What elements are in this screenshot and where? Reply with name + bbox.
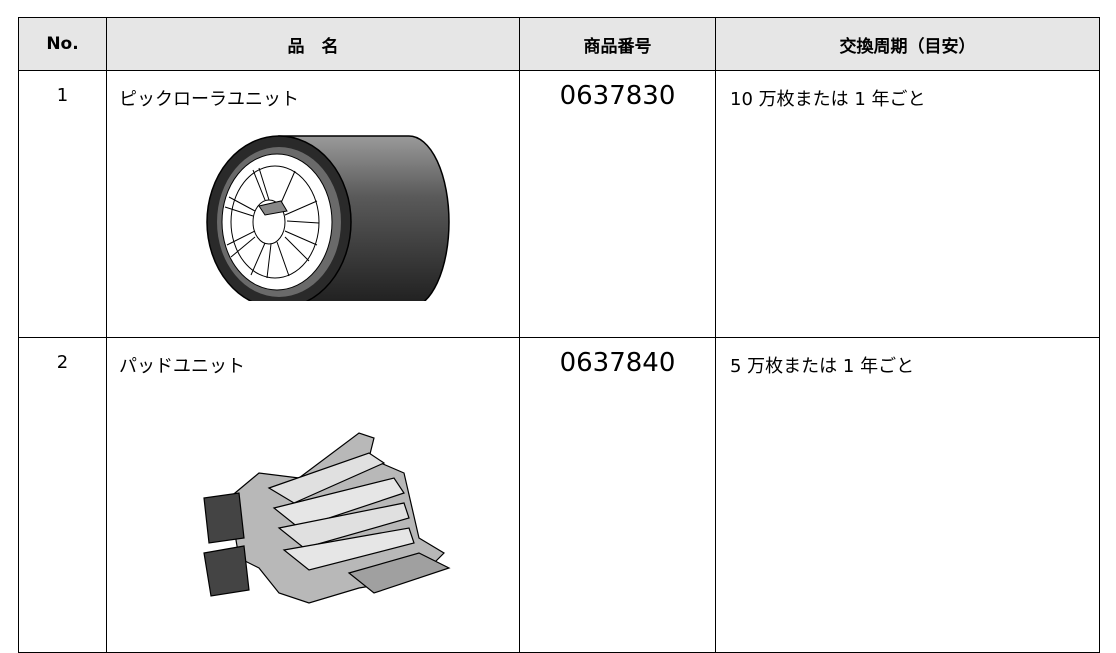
part-name: ピックローラユニット xyxy=(119,89,299,110)
part-name: パッドユニット xyxy=(119,356,245,377)
header-cell: No. xyxy=(18,17,107,71)
cycle-cell: 10 万枚または 1 年ごと xyxy=(715,70,1100,338)
header-cell: 商品番号 xyxy=(519,17,716,71)
header-cell: 品 名 xyxy=(106,17,520,71)
number-cell: 1 xyxy=(18,70,107,338)
pad-image xyxy=(203,432,451,604)
number-cell: 2 xyxy=(18,337,107,653)
cycle-cell: 5 万枚または 1 年ごと xyxy=(715,337,1100,653)
header-row: No. 品 名 商品番号 交換周期（目安） xyxy=(18,17,1100,71)
roller-image xyxy=(206,135,450,301)
name-cell: パッドユニット xyxy=(106,337,520,653)
parts-table: No. 品 名 商品番号 交換周期（目安） 1 ピックローラユニット xyxy=(18,17,1100,653)
table-row: 1 ピックローラユニット xyxy=(18,70,1100,338)
header-cell: 交換周期（目安） xyxy=(715,17,1100,71)
code-cell: 0637840 xyxy=(519,337,716,653)
code-cell: 0637830 xyxy=(519,70,716,338)
table-row: 2 パッドユニット 0637840 5 万枚または 1 年ごと xyxy=(18,337,1100,653)
page: No. 品 名 商品番号 交換周期（目安） 1 ピックローラユニット xyxy=(18,17,1100,653)
name-cell: ピックローラユニット xyxy=(106,70,520,338)
